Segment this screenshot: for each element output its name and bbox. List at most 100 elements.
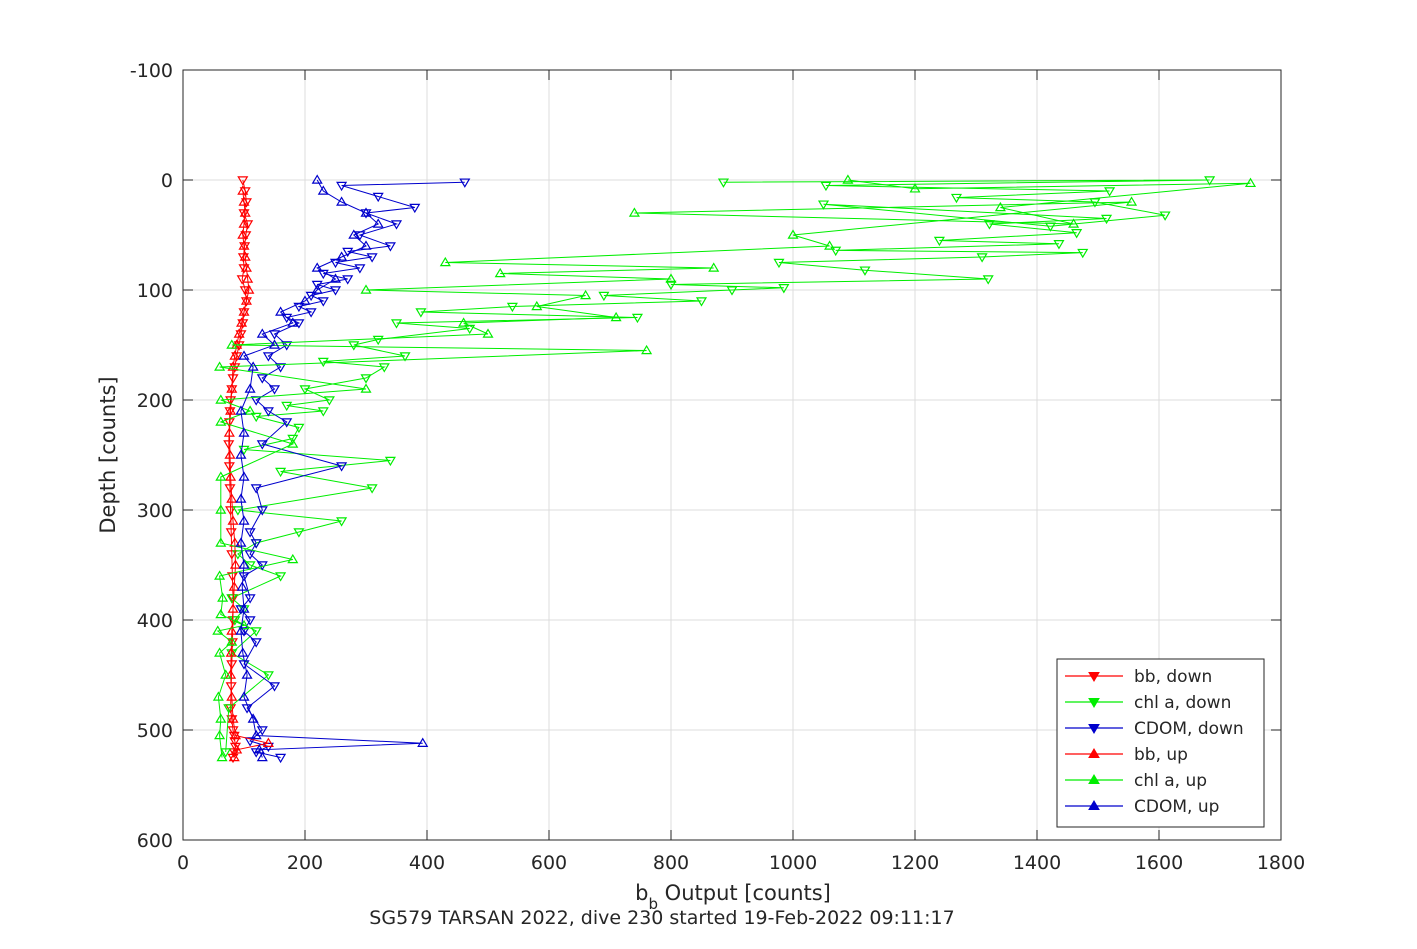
data-point <box>216 751 228 762</box>
data-point <box>238 196 250 206</box>
data-point <box>215 504 227 514</box>
data-point <box>250 484 262 494</box>
data-point <box>240 295 252 305</box>
data-point <box>665 280 677 291</box>
data-point <box>717 178 730 188</box>
data-point <box>226 691 238 701</box>
data-point <box>244 383 256 393</box>
data-point <box>859 266 871 276</box>
data-point <box>287 317 299 327</box>
data-point <box>235 449 247 459</box>
data-point <box>275 306 287 316</box>
data-point <box>628 207 640 217</box>
data-point <box>217 592 229 602</box>
data-point <box>225 528 237 538</box>
data-point <box>1077 248 1089 259</box>
data-point <box>214 729 226 740</box>
data-point <box>317 407 329 417</box>
x-tick-label: 1200 <box>891 852 939 874</box>
data-point <box>212 625 224 635</box>
legend-box <box>1056 658 1265 828</box>
data-point <box>293 319 305 329</box>
data-point <box>235 625 247 635</box>
data-point <box>268 682 281 692</box>
data-point <box>215 537 227 547</box>
data-point <box>243 284 255 294</box>
data-point <box>225 405 237 415</box>
series-cdom-up <box>235 174 429 762</box>
data-point <box>311 262 323 272</box>
data-point <box>311 174 323 184</box>
data-point <box>237 229 249 239</box>
series-layer <box>212 174 1257 764</box>
data-point <box>244 594 256 604</box>
data-point <box>372 218 384 228</box>
data-point <box>244 550 256 560</box>
data-point <box>244 561 256 571</box>
data-point <box>223 427 235 437</box>
data-point <box>228 581 240 591</box>
data-point <box>459 178 471 188</box>
series-cdom-down <box>235 178 471 764</box>
data-point <box>708 262 720 272</box>
data-point <box>417 737 429 747</box>
data-point <box>226 339 238 349</box>
data-point <box>229 737 241 747</box>
data-point <box>227 515 239 525</box>
legend-label: bb, down <box>1134 667 1212 687</box>
data-point <box>228 751 240 762</box>
data-point <box>224 449 236 459</box>
legend-label: chl a, down <box>1134 693 1231 713</box>
series-chl-a-down <box>220 176 1216 758</box>
data-point <box>610 311 622 322</box>
data-point <box>215 608 227 619</box>
data-point <box>773 258 785 269</box>
x-tick-label: 800 <box>653 852 689 874</box>
data-point <box>215 416 227 426</box>
legend-entry: chl a, down <box>1065 693 1231 713</box>
data-point <box>1104 187 1116 197</box>
data-point <box>409 203 421 214</box>
data-point <box>824 240 836 250</box>
data-point <box>390 319 403 329</box>
data-point <box>329 286 342 296</box>
data-point <box>229 559 242 569</box>
data-point <box>354 264 366 274</box>
data-point <box>329 273 342 283</box>
data-point <box>342 275 354 285</box>
legend: bb, down chl a, down CDOM, down bb, up chl a… <box>1056 658 1265 828</box>
data-point <box>415 308 427 318</box>
data-point <box>336 181 348 192</box>
legend-marker <box>1088 724 1100 734</box>
data-point <box>323 396 335 406</box>
data-point <box>317 357 329 368</box>
legend-entry: CDOM, up <box>1065 797 1219 817</box>
legend-marker <box>1088 748 1100 758</box>
data-point <box>909 183 921 193</box>
data-point <box>239 207 251 217</box>
data-point <box>229 729 242 740</box>
legend-marker <box>1088 774 1100 784</box>
data-point <box>275 363 287 373</box>
data-point <box>580 289 592 300</box>
series-bb-up <box>223 185 274 762</box>
series-chl-a-up <box>212 174 1257 762</box>
data-point <box>240 231 252 241</box>
data-point <box>238 691 250 701</box>
data-point <box>244 528 256 538</box>
data-point <box>342 247 354 258</box>
data-point <box>830 246 842 257</box>
data-point <box>227 603 239 613</box>
data-point <box>531 300 543 311</box>
data-point <box>695 297 708 307</box>
data-point <box>235 493 247 503</box>
data-point <box>250 412 262 423</box>
data-point <box>240 262 252 272</box>
data-point <box>262 671 274 681</box>
axis-ticks: 0 200 400 600 800 1000 1200 1400 1600 1800 -100 0 10… <box>130 60 1305 874</box>
data-point <box>226 636 238 646</box>
y-tick-label: 0 <box>161 170 173 192</box>
data-point <box>250 729 262 740</box>
data-point <box>214 647 226 657</box>
